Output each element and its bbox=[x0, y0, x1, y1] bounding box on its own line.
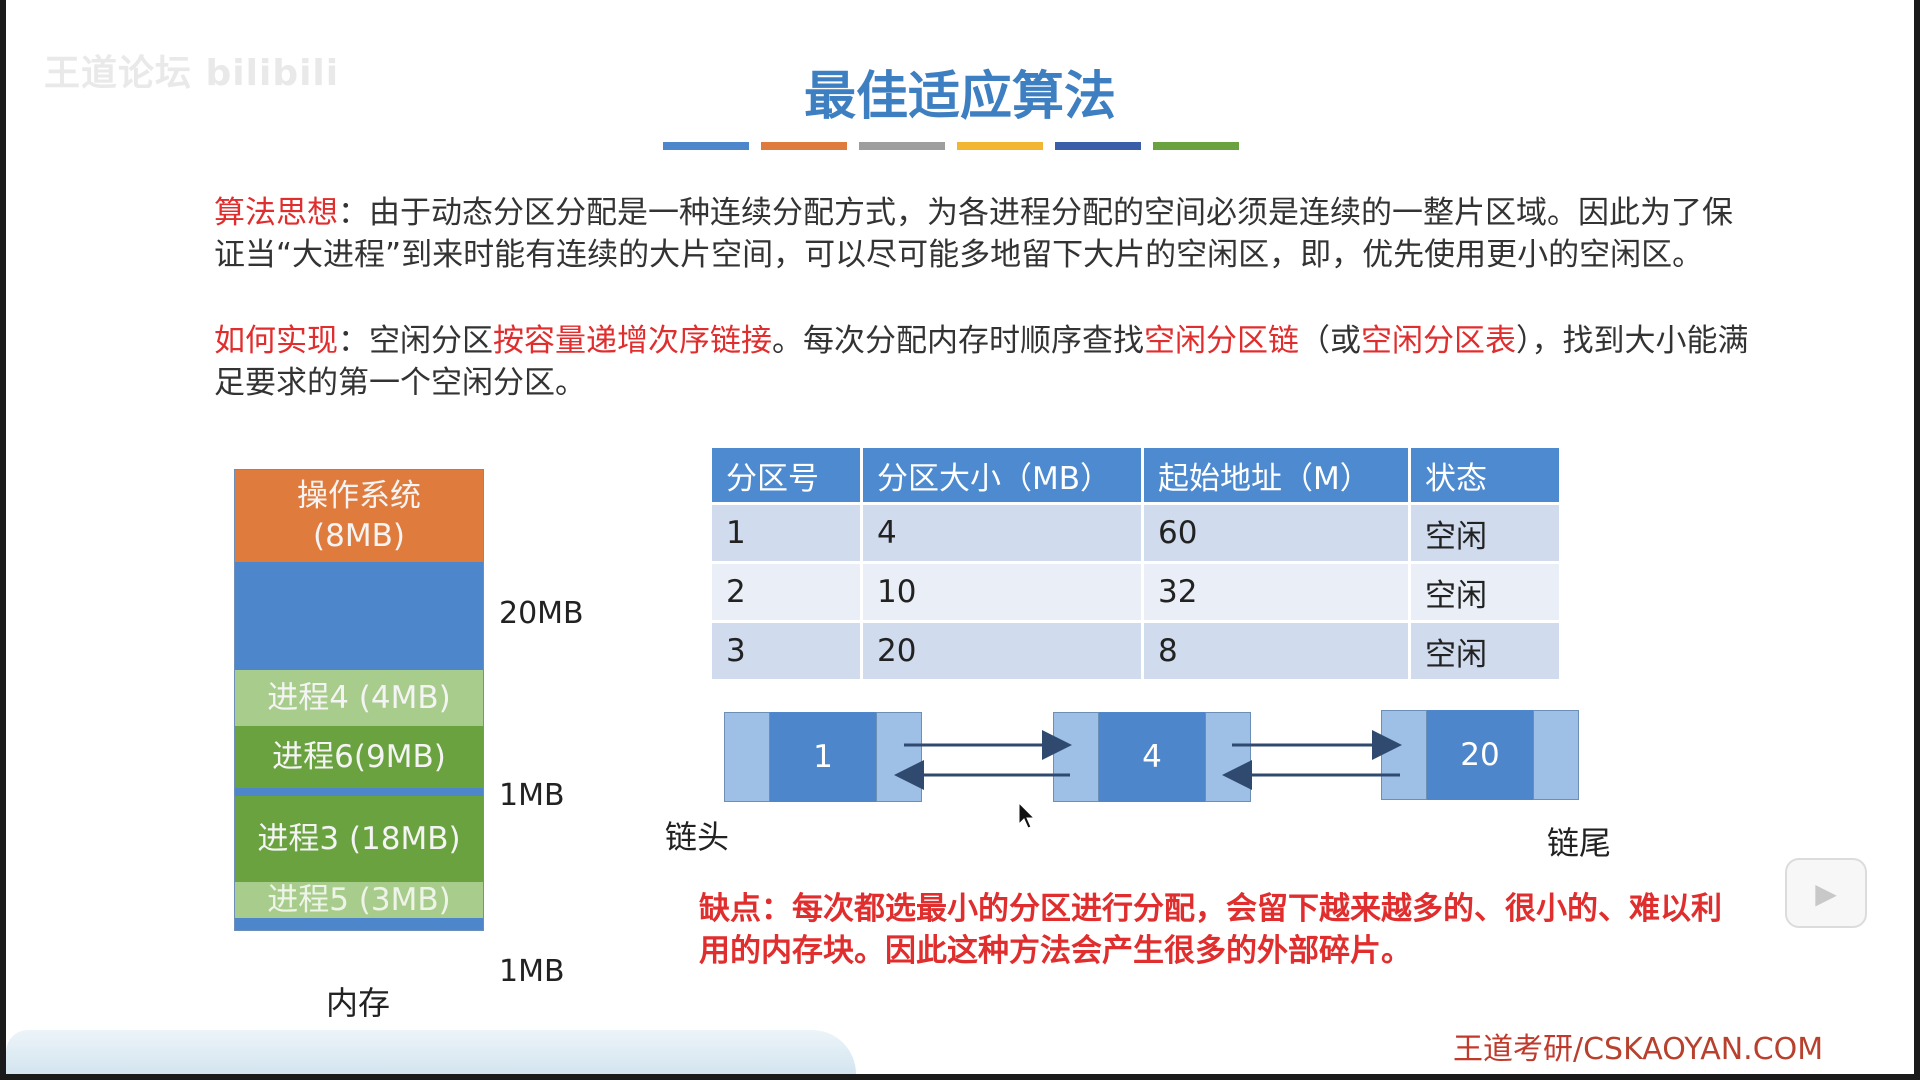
algorithm-idea-label: 算法思想 bbox=[214, 195, 338, 231]
footer-site: /CSKAOYAN.COM bbox=[1573, 1032, 1824, 1067]
table-cell: 2 bbox=[712, 561, 863, 622]
table-cell: 20 bbox=[861, 620, 1144, 679]
table-cell: 60 bbox=[1142, 502, 1411, 563]
table-cell: 8 bbox=[1142, 620, 1411, 679]
table-header: 起始地址（M） bbox=[1142, 448, 1411, 504]
memory-size-label: 20MB bbox=[499, 596, 584, 631]
mouse-cursor-icon bbox=[1018, 802, 1036, 829]
memory-segment-label: 进程3 (18MB) bbox=[235, 796, 483, 882]
color-bar-segment bbox=[957, 142, 1043, 150]
list-arrows bbox=[894, 730, 1402, 790]
algorithm-idea-text: ：由于动态分区分配是一种连续分配方式，为各进程分配的空间必须是连续的一整片区域。… bbox=[214, 195, 1733, 273]
table-row: 3 20 8 空闲 bbox=[712, 620, 1559, 679]
node-prev-pointer bbox=[724, 712, 770, 802]
table-cell: 4 bbox=[861, 502, 1144, 563]
table-cell: 1 bbox=[712, 502, 863, 563]
slide: 王道论坛 bilibili 最佳适应算法 算法思想：由于动态分区分配是一种连续分… bbox=[6, 0, 1914, 1074]
implementation-highlight: 空闲分区表 bbox=[1361, 323, 1516, 359]
table-row: 1 4 60 空闲 bbox=[712, 502, 1559, 563]
decorative-cloud bbox=[6, 1030, 856, 1074]
list-tail-label: 链尾 bbox=[1547, 824, 1612, 862]
memory-segment-label: 进程5 (3MB) bbox=[235, 882, 483, 918]
implementation-paragraph: 如何实现：空闲分区按容量递增次序链接。每次分配内存时顺序查找空闲分区链（或空闲分… bbox=[214, 320, 1754, 404]
table-cell: 空闲 bbox=[1409, 502, 1559, 563]
memory-segment-label: 进程4 (4MB) bbox=[235, 670, 483, 726]
drawback-text: 缺点：每次都选最小的分区进行分配，会留下越来越多的、很小的、难以利用的内存块。因… bbox=[699, 891, 1722, 969]
table-cell: 空闲 bbox=[1409, 620, 1559, 679]
implementation-label: 如何实现 bbox=[214, 323, 338, 359]
implementation-text: ），找到大小能满足要求的第一个空闲分区。 bbox=[214, 323, 1749, 401]
color-bar-segment bbox=[1055, 142, 1141, 150]
footer-brand-name: 王道考研 bbox=[1453, 1032, 1573, 1067]
color-bar-segment bbox=[761, 142, 847, 150]
implementation-text: ：空闲分区 bbox=[338, 323, 493, 359]
implementation-highlight: 按容量递增次序链接 bbox=[493, 323, 772, 359]
watermark: 王道论坛 bilibili bbox=[44, 53, 340, 94]
list-node: 20 bbox=[1381, 710, 1579, 800]
table-row: 2 10 32 空闲 bbox=[712, 561, 1559, 622]
memory-free-segment bbox=[235, 918, 483, 930]
footer-brand: 王道考研/CSKAOYAN.COM bbox=[1453, 1024, 1823, 1068]
node-value: 4 bbox=[1099, 712, 1205, 802]
memory-free-segment bbox=[235, 562, 483, 670]
color-bar-segment bbox=[1153, 142, 1239, 150]
list-head-label: 链头 bbox=[665, 818, 730, 856]
memory-segment-label: 操作系统 (8MB) bbox=[235, 470, 483, 562]
memory-diagram: 操作系统 (8MB) 进程4 (4MB) 进程6(9MB) 进程3 (18MB) 进程5… bbox=[234, 469, 484, 931]
table-header-row: 分区号 分区大小（MB） 起始地址（M） 状态 bbox=[712, 448, 1559, 504]
node-value: 20 bbox=[1427, 710, 1533, 800]
table-cell: 10 bbox=[861, 561, 1144, 622]
table-header: 分区号 bbox=[712, 448, 863, 504]
table-header: 分区大小（MB） bbox=[861, 448, 1144, 504]
play-icon[interactable]: ▶ bbox=[1785, 858, 1867, 928]
memory-caption: 内存 bbox=[326, 984, 391, 1022]
memory-size-label: 1MB bbox=[499, 778, 565, 813]
table-header: 状态 bbox=[1409, 448, 1559, 504]
color-bar-segment bbox=[859, 142, 945, 150]
page-title: 最佳适应算法 bbox=[803, 67, 1116, 127]
memory-segment-label: 进程6(9MB) bbox=[235, 726, 483, 788]
node-next-pointer bbox=[1533, 710, 1579, 800]
title-color-bar bbox=[663, 142, 1239, 150]
memory-size-label: 1MB bbox=[499, 954, 565, 989]
memory-free-segment bbox=[235, 788, 483, 796]
list-node: 4 bbox=[1053, 712, 1251, 802]
color-bar-segment bbox=[663, 142, 749, 150]
implementation-text: 。每次分配内存时顺序查找 bbox=[772, 323, 1144, 359]
implementation-highlight: 空闲分区链 bbox=[1144, 323, 1299, 359]
implementation-text: （或 bbox=[1299, 323, 1361, 359]
algorithm-idea-paragraph: 算法思想：由于动态分区分配是一种连续分配方式，为各进程分配的空间必须是连续的一整… bbox=[214, 192, 1754, 276]
partition-table: 分区号 分区大小（MB） 起始地址（M） 状态 1 4 60 空闲 2 10 3… bbox=[712, 448, 1559, 679]
table-cell: 32 bbox=[1142, 561, 1411, 622]
table-cell: 3 bbox=[712, 620, 863, 679]
table-cell: 空闲 bbox=[1409, 561, 1559, 622]
node-value: 1 bbox=[770, 712, 876, 802]
